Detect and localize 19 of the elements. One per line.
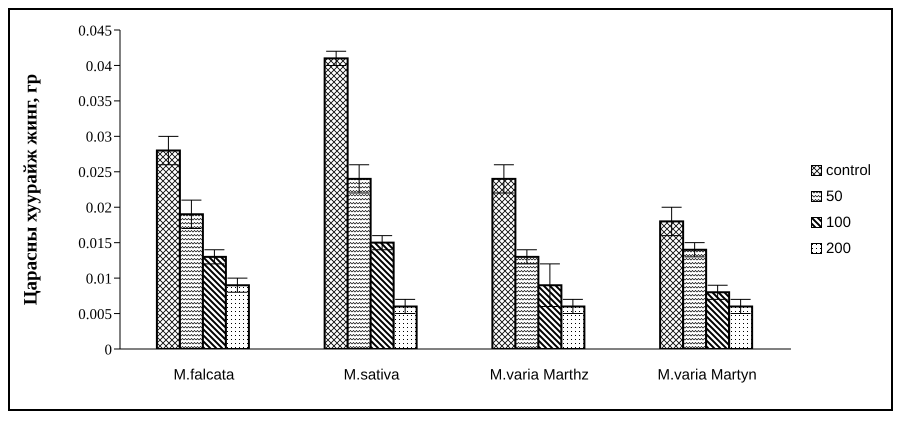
legend-label: control (826, 162, 871, 179)
y-tick-label: 0.005 (78, 306, 112, 323)
x-tick-label: M.sativa (344, 366, 400, 384)
y-tick-label: 0.04 (86, 58, 112, 75)
y-tick-label: 0.02 (86, 200, 112, 217)
x-tick-label: M.varia Martyn (658, 366, 757, 384)
x-tick-label: M.falcata (173, 366, 235, 384)
y-tick-label: 0.045 (78, 23, 112, 40)
y-tick-label: 0.015 (78, 236, 112, 252)
y-tick-label: 0.03 (86, 130, 112, 146)
legend-label: 50 (826, 188, 843, 205)
legend-label: 200 (826, 240, 851, 257)
y-tick-label: 0.035 (78, 94, 112, 110)
x-tick-label: M.varia Marthz (490, 366, 589, 384)
y-tick-label: 0 (104, 342, 112, 358)
y-axis-title: Царасны хуурайж жинг, гр (20, 74, 42, 306)
y-tick-label: 0.01 (86, 271, 112, 288)
y-tick-label: 0.025 (78, 165, 112, 182)
legend-label: 100 (826, 214, 851, 231)
